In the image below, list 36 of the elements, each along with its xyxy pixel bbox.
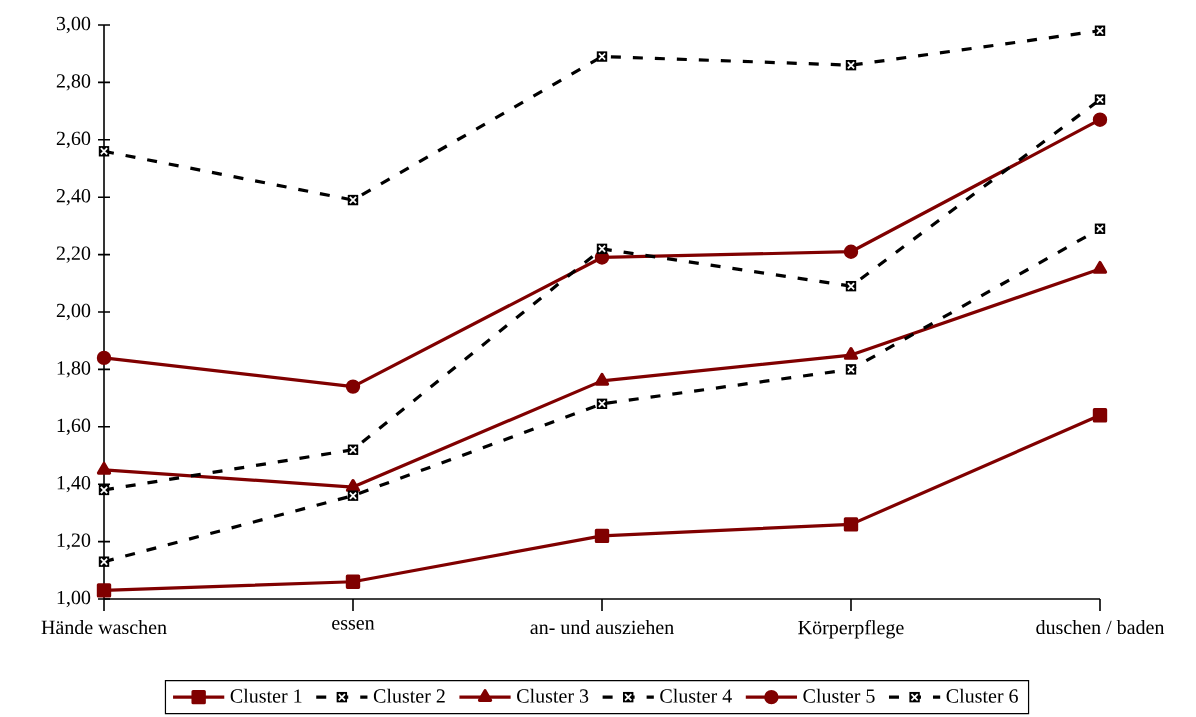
y-tick-label: 2,60: [56, 131, 91, 148]
point: [345, 574, 361, 589]
y-tick-label: 1,40: [57, 476, 91, 493]
point: [594, 372, 610, 386]
y-tick-label: 1,20: [57, 533, 91, 550]
point: [594, 528, 610, 544]
y-tick-label: 1,80: [57, 361, 91, 378]
y-tick-label: 1,60: [57, 418, 91, 435]
y-tick-label: 1,00: [57, 590, 91, 608]
y-tick-label: 2,80: [56, 74, 91, 91]
legend-label: Cluster 1: [230, 688, 302, 703]
point: [345, 379, 361, 394]
legend-label: Cluster 4: [660, 688, 732, 703]
legend-label: Cluster 6: [946, 688, 1018, 703]
legend-label: Cluster 3: [517, 688, 589, 703]
y-tick-label: 3,00: [56, 16, 91, 34]
y-tick-label: 2,20: [56, 246, 91, 263]
x-tick-label: Hände waschen: [41, 620, 167, 635]
point: [345, 479, 361, 492]
point: [843, 517, 859, 532]
point: [843, 244, 859, 259]
x-tick-label: duschen / baden: [1036, 620, 1165, 635]
x-tick-label: an- und ausziehen: [530, 620, 674, 635]
point: [1092, 408, 1108, 423]
y-tick-label: 2,00: [56, 303, 91, 321]
point: [1092, 112, 1108, 127]
x-tick-label: essen: [332, 620, 375, 630]
point: [96, 583, 112, 598]
legend-label: Cluster 5: [803, 688, 875, 703]
point: [96, 350, 112, 366]
y-tick-label: 2,40: [56, 189, 91, 206]
point: [843, 347, 859, 360]
x-tick-label: Körperpflege: [798, 620, 904, 639]
point: [1092, 260, 1108, 274]
legend-label: Cluster 2: [373, 688, 445, 703]
point: [96, 461, 112, 475]
